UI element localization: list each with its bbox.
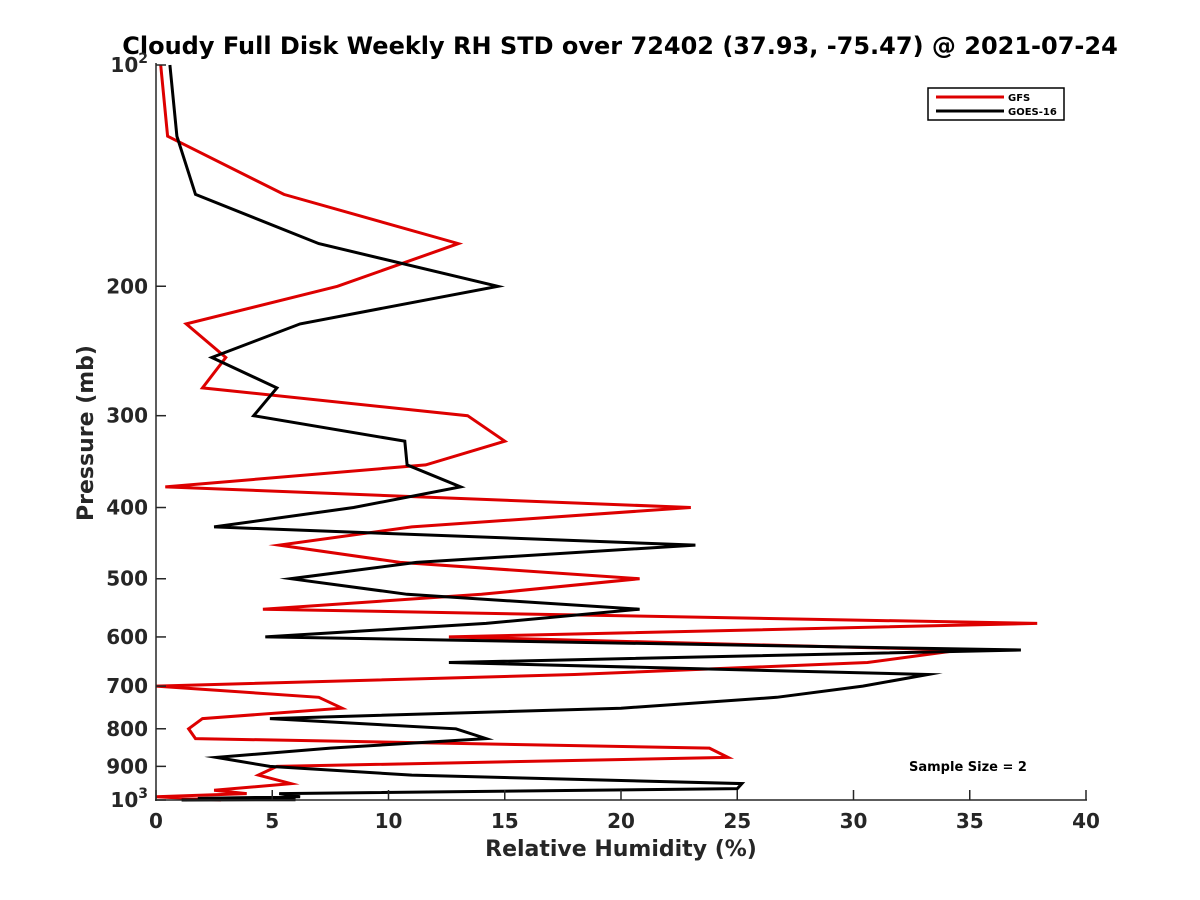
y-tick-label: 800 xyxy=(106,717,148,741)
x-tick-label: 30 xyxy=(840,809,868,833)
x-tick-label: 5 xyxy=(265,809,279,833)
legend-label-goes-16: GOES-16 xyxy=(1008,107,1057,118)
y-tick-label: 103 xyxy=(110,786,148,812)
series-line-goes-16 xyxy=(168,64,1021,802)
legend-box xyxy=(927,87,1065,121)
x-tick-label: 40 xyxy=(1072,809,1100,833)
x-tick-label: 0 xyxy=(149,809,163,833)
y-tick-label: 300 xyxy=(106,404,148,428)
y-tick-label: 200 xyxy=(106,274,148,298)
chart-title: Cloudy Full Disk Weekly RH STD over 7240… xyxy=(122,32,1118,60)
x-tick-label: 10 xyxy=(375,809,403,833)
y-tick-label: 400 xyxy=(106,496,148,520)
y-tick-label: 500 xyxy=(106,567,148,591)
x-tick-label: 20 xyxy=(607,809,635,833)
y-tick-label: 900 xyxy=(106,754,148,778)
y-tick-label: 102 xyxy=(110,51,148,77)
legend-label-gfs: GFS xyxy=(1008,93,1030,104)
y-tick-label: 600 xyxy=(106,625,148,649)
x-tick-label: 15 xyxy=(491,809,519,833)
x-tick-label: 25 xyxy=(723,809,751,833)
axes: 0 5 10 15 20 25 30 35 40 102 200 300 400 500 600 700 800… xyxy=(106,51,1100,833)
y-axis-label: Pressure (mb) xyxy=(74,345,99,521)
series-line-gfs xyxy=(155,64,1038,802)
x-tick-label: 35 xyxy=(956,809,984,833)
legend: GFS GOES-16 xyxy=(927,87,1065,121)
x-axis-label: Relative Humidity (%) xyxy=(485,837,757,862)
plot-lines xyxy=(155,64,1038,802)
sample-size-annotation: Sample Size = 2 xyxy=(909,760,1027,775)
y-tick-label: 700 xyxy=(106,674,148,698)
